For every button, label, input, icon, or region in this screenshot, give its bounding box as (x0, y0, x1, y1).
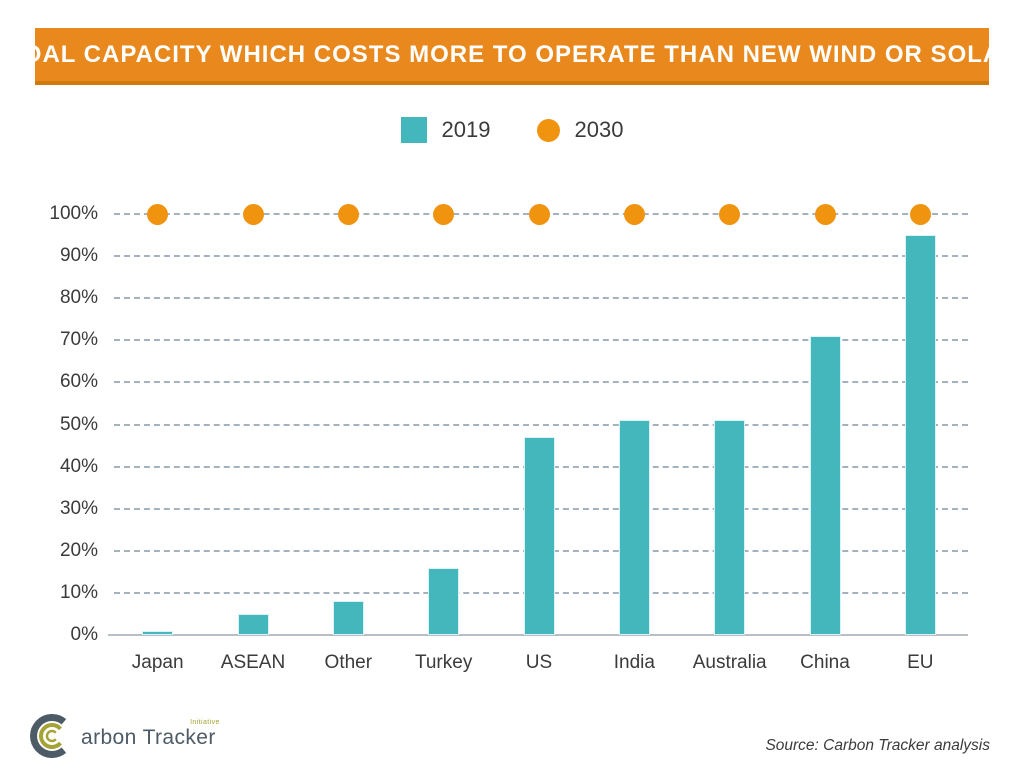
y-tick-label: 20% (59, 539, 98, 561)
legend-circle-swatch (536, 118, 560, 142)
dot-2030 (242, 203, 264, 225)
legend-item-2030: 2030 (536, 117, 624, 143)
plot-area: 100% 90% 80% 70% 60% 50% 40% 30% 20% 10% 0% Japan AS… (49, 203, 968, 673)
x-tick-label: China (800, 652, 850, 673)
bar-2019 (237, 613, 269, 635)
legend-square-swatch (400, 117, 427, 143)
gridline (114, 339, 968, 342)
logo-c-icon (30, 714, 67, 758)
bar-2019 (809, 336, 841, 635)
y-tick-label: 80% (59, 287, 98, 309)
y-tick-label: 70% (59, 329, 98, 351)
bar-2019 (904, 235, 936, 635)
x-tick-label: Turkey (414, 652, 473, 673)
y-tick-label: 60% (59, 371, 98, 393)
source-attribution: Source: Carbon Tracker analysis (765, 737, 990, 754)
chart-title: COAL CAPACITY WHICH COSTS MORE TO OPERAT… (4, 40, 1020, 68)
dot-2030 (528, 203, 550, 225)
x-tick-label: Australia (692, 652, 767, 673)
dot-2030 (147, 203, 169, 225)
x-tick-label: Other (324, 652, 373, 673)
logo-wordmark: arbon Tracker Initiative (81, 719, 219, 750)
title-banner: COAL CAPACITY WHICH COSTS MORE TO OPERAT… (4, 28, 1019, 85)
dot-2030 (337, 203, 359, 225)
legend: 2019 2030 (0, 117, 1024, 143)
gridline (114, 255, 968, 258)
gridline (114, 381, 968, 384)
bar-2019 (428, 567, 460, 635)
bar-2019 (142, 630, 174, 635)
y-tick-label: 100% (49, 203, 98, 224)
legend-item-2019: 2019 (400, 117, 491, 143)
x-tick-label: India (613, 652, 655, 673)
dot-2030 (719, 203, 741, 225)
bar-2019 (714, 420, 746, 635)
x-tick-label: ASEAN (220, 652, 286, 673)
bar-2019 (523, 437, 555, 635)
bar-2019 (332, 601, 364, 635)
y-tick-label: 50% (59, 413, 98, 435)
logo-initiative-label: Initiative (190, 719, 220, 726)
x-tick-label: Japan (131, 652, 184, 673)
x-tick-label: EU (907, 652, 934, 673)
dot-2030 (909, 203, 931, 225)
dot-2030 (623, 203, 645, 225)
carbon-tracker-logo: arbon Tracker Initiative (28, 710, 219, 762)
y-tick-label: 0% (70, 624, 98, 645)
x-axis-line (108, 634, 968, 636)
gridline (114, 423, 968, 426)
bar-2019 (618, 420, 650, 635)
y-tick-label: 30% (59, 497, 98, 519)
legend-label: 2030 (574, 117, 624, 142)
y-tick-label: 90% (59, 245, 98, 267)
dot-2030 (433, 203, 455, 225)
y-tick-label: 10% (59, 581, 98, 603)
legend-label: 2019 (441, 117, 491, 142)
x-tick-label: US (525, 652, 553, 673)
logo-wordmark-text: arbon Tracker (81, 726, 216, 749)
dot-2030 (814, 203, 836, 225)
gridline (114, 297, 968, 300)
y-tick-label: 40% (59, 455, 98, 477)
